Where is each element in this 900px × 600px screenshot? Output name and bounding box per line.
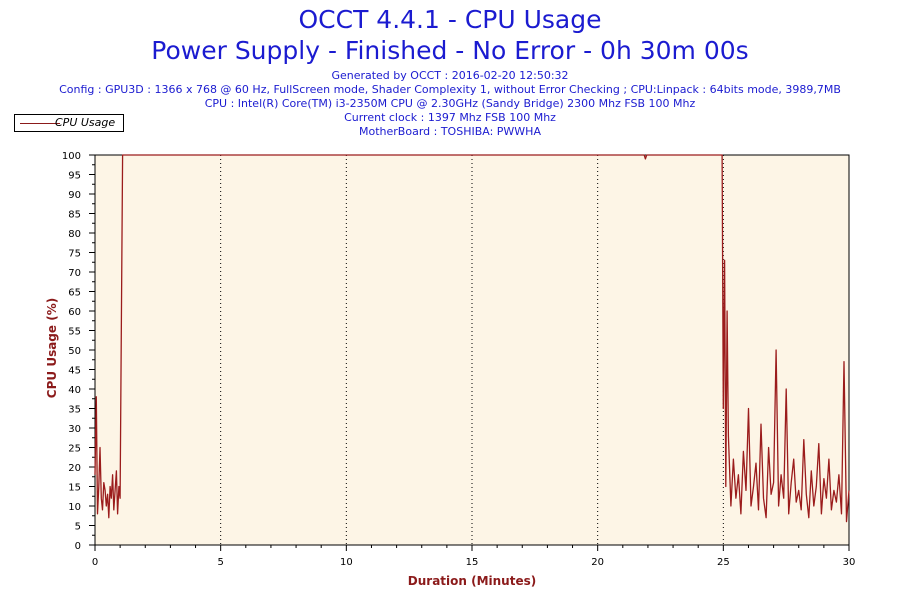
- x-tick-label: 5: [217, 557, 223, 568]
- info-motherboard: MotherBoard : TOSHIBA: PWWHA: [359, 125, 541, 138]
- y-tick-label: 75: [68, 249, 81, 260]
- y-tick-label: 30: [68, 424, 81, 435]
- y-tick-label: 70: [68, 268, 81, 279]
- legend-swatch: [20, 123, 60, 124]
- y-tick-label: 85: [68, 210, 81, 221]
- info-clock: Current clock : 1397 Mhz FSB 100 Mhz: [344, 111, 556, 124]
- y-tick-label: 50: [68, 346, 81, 357]
- y-tick-label: 10: [68, 502, 81, 513]
- y-tick-label: 95: [68, 171, 81, 182]
- series-layer: [94, 154, 850, 523]
- x-tick-label: 25: [717, 557, 730, 568]
- y-tick-label: 0: [75, 541, 81, 552]
- y-tick-label: 25: [68, 444, 81, 455]
- info-cpu: CPU : Intel(R) Core(TM) i3-2350M CPU @ 2…: [204, 97, 696, 110]
- y-tick-label: 60: [68, 307, 81, 318]
- y-tick-label: 55: [68, 327, 81, 338]
- y-tick-label: 35: [68, 405, 81, 416]
- x-tick-label: 10: [340, 557, 353, 568]
- y-tick-label: 65: [68, 288, 81, 299]
- legend: CPU Usage: [14, 114, 124, 132]
- y-axis-label: CPU Usage (%): [45, 298, 59, 398]
- y-axis: 0 5 10 15 20 25 30 35 40 45 50 55 60 65 70 75 80 85 90 95 10…: [62, 151, 95, 552]
- x-tick-label: 15: [466, 557, 479, 568]
- legend-label: CPU Usage: [55, 116, 116, 129]
- y-tick-label: 40: [68, 385, 81, 396]
- y-tick-label: 100: [62, 151, 81, 162]
- y-tick-label: 45: [68, 366, 81, 377]
- info-generated: Generated by OCCT : 2016-02-20 12:50:32: [331, 69, 569, 82]
- chart-title: OCCT 4.4.1 - CPU Usage: [298, 5, 602, 34]
- chart-subtitle: Power Supply - Finished - No Error - 0h …: [151, 36, 749, 65]
- plot-area: [94, 154, 850, 546]
- x-axis-label: Duration (Minutes): [408, 574, 536, 588]
- y-tick-label: 90: [68, 190, 81, 201]
- y-tick-label: 80: [68, 229, 81, 240]
- x-axis: 0 5 10 15 20 25 30: [92, 545, 856, 568]
- info-config: Config : GPU3D : 1366 x 768 @ 60 Hz, Ful…: [59, 83, 841, 96]
- x-tick-label: 20: [591, 557, 604, 568]
- grid-lines: [220, 155, 724, 545]
- x-tick-label: 0: [92, 557, 98, 568]
- y-tick-label: 15: [68, 483, 81, 494]
- y-tick-label: 5: [75, 522, 81, 533]
- x-tick-label: 30: [843, 557, 856, 568]
- y-tick-label: 20: [68, 463, 81, 474]
- series-line-cpu-usage: [94, 154, 850, 523]
